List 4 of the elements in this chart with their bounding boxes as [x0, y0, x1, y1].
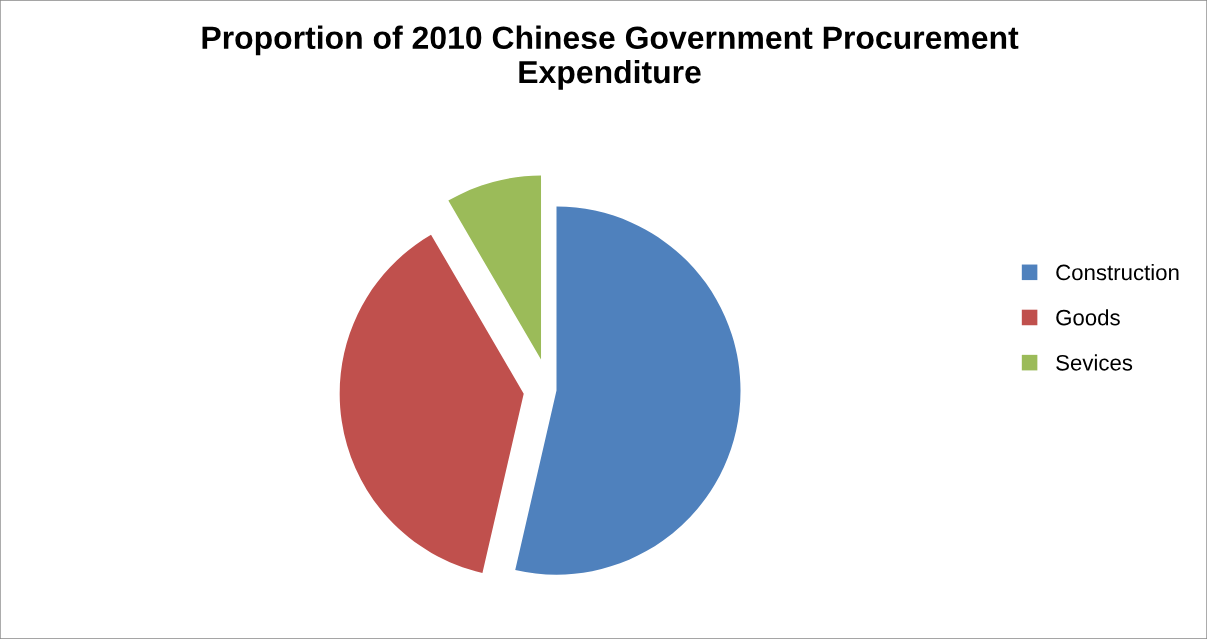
- chart-title: Proportion of 2010 Chinese Government Procurement Expenditure: [202, 25, 1019, 90]
- legend-label: Sevices: [1056, 354, 1133, 371]
- legend-label: Goods: [1056, 309, 1120, 326]
- legend-label: Construction: [1056, 263, 1179, 281]
